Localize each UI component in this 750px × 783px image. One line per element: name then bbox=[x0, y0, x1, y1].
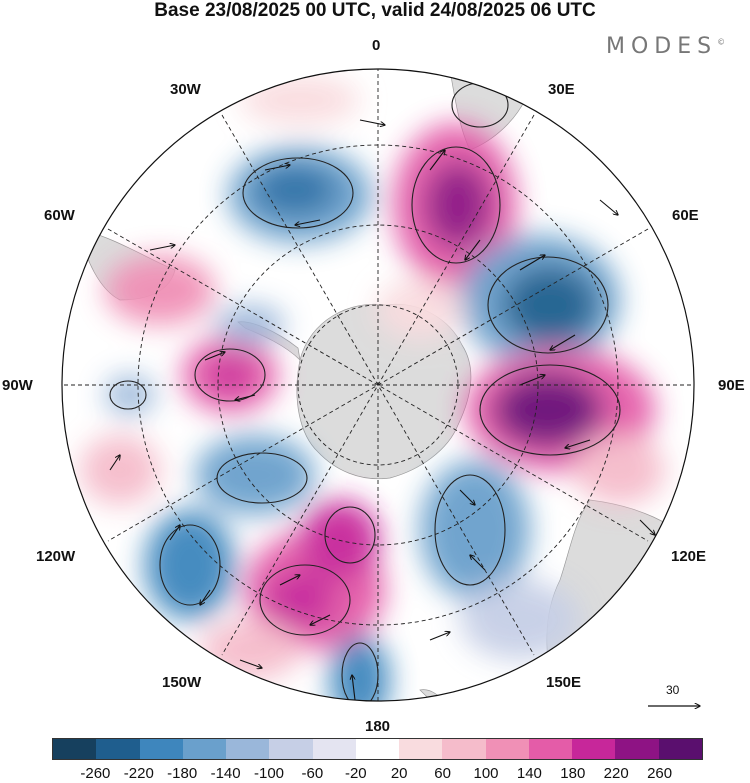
lon-label-60e: 60E bbox=[672, 207, 699, 224]
colorbar-ticks: -260 -220 -180 -140 -100 -60 -20 20 60 100 140 180 2… bbox=[0, 765, 750, 783]
colorbar-swatch bbox=[399, 739, 443, 759]
anomaly-field bbox=[80, 75, 665, 701]
colorbar-swatch bbox=[572, 739, 616, 759]
colorbar-swatch bbox=[528, 739, 573, 759]
colorbar-swatch bbox=[96, 739, 140, 759]
colorbar-swatch bbox=[442, 739, 486, 759]
lon-label-90w: 90W bbox=[2, 377, 33, 394]
lon-label-180: 180 bbox=[365, 718, 391, 735]
wind-vectors bbox=[109, 119, 655, 701]
colorbar-tick-label: -260 bbox=[80, 765, 111, 782]
lon-label-90e: 90E bbox=[718, 377, 745, 394]
colorbar-tick-label: -140 bbox=[210, 765, 241, 782]
colorbar-tick-label: 180 bbox=[560, 765, 586, 782]
colorbar-swatch bbox=[485, 739, 529, 759]
lon-label-0: 0 bbox=[372, 37, 381, 54]
colorbar-swatch bbox=[615, 739, 659, 759]
colorbar-tick-label: 260 bbox=[647, 765, 673, 782]
map-title: Base 23/08/2025 00 UTC, valid 24/08/2025… bbox=[154, 0, 596, 21]
colorbar bbox=[52, 738, 703, 760]
colorbar-tick-label: -180 bbox=[167, 765, 198, 782]
colorbar-tick-label: 20 bbox=[390, 765, 408, 782]
colorbar-tick-label: -60 bbox=[301, 765, 324, 782]
brand-text: MODES bbox=[606, 34, 718, 59]
colorbar-swatch bbox=[139, 739, 183, 759]
colorbar-swatch bbox=[269, 739, 313, 759]
colorbar-tick-label: 140 bbox=[516, 765, 542, 782]
lon-label-120e: 120E bbox=[671, 548, 707, 565]
lon-label-120w: 120W bbox=[36, 548, 76, 565]
map-border bbox=[61, 68, 695, 702]
lon-label-60w: 60W bbox=[44, 207, 75, 224]
colorbar-swatch bbox=[312, 739, 356, 759]
colorbar-swatch bbox=[182, 739, 227, 759]
colorbar-tick-label: 60 bbox=[434, 765, 451, 782]
colorbar-tick-label: -100 bbox=[253, 765, 285, 782]
modes-logo: MODES© bbox=[606, 34, 725, 59]
colorbar-tick-label: -220 bbox=[123, 765, 154, 782]
colorbar-swatch bbox=[658, 739, 702, 759]
vector-scale-label: 30 bbox=[666, 683, 680, 697]
lon-label-30e: 30E bbox=[548, 81, 575, 98]
map-disk bbox=[62, 69, 694, 701]
copyright-mark: © bbox=[717, 37, 726, 47]
lon-label-30w: 30W bbox=[170, 81, 201, 98]
graticule bbox=[62, 69, 694, 701]
lon-label-150w: 150W bbox=[162, 674, 202, 691]
colorbar-tick-label: 100 bbox=[473, 765, 499, 782]
colorbar-tick-label: -20 bbox=[344, 765, 367, 782]
colorbar-swatch bbox=[355, 739, 400, 759]
colorbar-swatch bbox=[226, 739, 270, 759]
colorbar-swatch bbox=[53, 739, 97, 759]
colorbar-tick-label: 220 bbox=[603, 765, 629, 782]
lon-label-150e: 150E bbox=[546, 674, 582, 691]
